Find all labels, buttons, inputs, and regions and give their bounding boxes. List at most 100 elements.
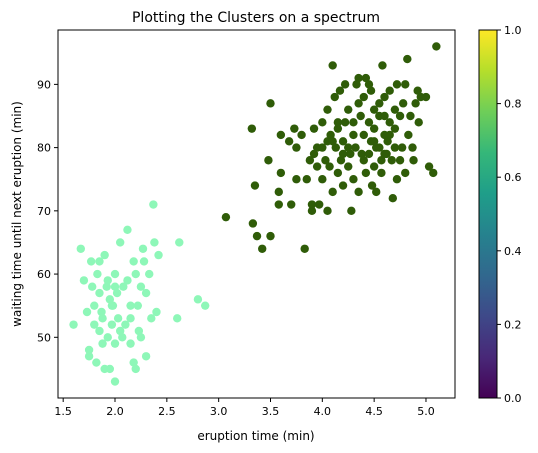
data-point xyxy=(369,105,379,114)
data-point xyxy=(131,364,140,374)
colorbar-tick-label: 0.4 xyxy=(504,245,522,258)
y-tick-label: 90 xyxy=(37,78,51,91)
data-point xyxy=(123,276,132,285)
data-point xyxy=(138,244,148,253)
data-point xyxy=(134,326,144,336)
x-tick-label: 3.0 xyxy=(210,405,228,418)
data-point xyxy=(258,244,267,253)
data-point xyxy=(340,80,350,89)
data-point xyxy=(344,162,353,171)
y-tick-label: 80 xyxy=(37,142,51,155)
data-point xyxy=(336,156,346,165)
data-point xyxy=(248,219,258,228)
x-axis: 1.5 2.0 2.5 3.0 3.5 4.0 4.5 5.0 xyxy=(54,398,435,418)
chart-title: Plotting the Clusters on a spectrum xyxy=(132,10,380,26)
data-point xyxy=(92,358,101,367)
data-point xyxy=(266,99,275,108)
data-point xyxy=(413,86,422,95)
data-point xyxy=(369,124,379,133)
data-point xyxy=(388,193,398,203)
data-point xyxy=(131,269,140,279)
data-point xyxy=(307,206,317,216)
data-point xyxy=(354,187,363,197)
data-point xyxy=(175,238,184,247)
data-point xyxy=(141,288,151,298)
colorbar-tick-label: 0.6 xyxy=(504,171,522,184)
data-point xyxy=(390,124,400,133)
data-point xyxy=(361,168,371,178)
data-point xyxy=(173,314,182,323)
data-point xyxy=(387,156,396,165)
data-point xyxy=(152,307,161,317)
data-point xyxy=(136,282,146,291)
x-tick-label: 1.5 xyxy=(54,405,72,418)
data-point xyxy=(93,269,102,279)
data-point xyxy=(126,339,135,348)
data-point xyxy=(408,143,417,152)
data-point xyxy=(411,99,420,108)
data-point xyxy=(338,149,348,159)
data-point xyxy=(372,187,381,197)
data-point xyxy=(330,92,339,102)
y-axis: 50 60 70 80 90 xyxy=(37,78,58,344)
data-point xyxy=(115,326,125,336)
data-point xyxy=(95,288,104,298)
data-point xyxy=(380,111,389,121)
data-point xyxy=(95,257,104,266)
data-point xyxy=(404,130,413,140)
data-point xyxy=(79,276,89,285)
data-point xyxy=(88,282,97,291)
data-point xyxy=(429,168,438,178)
data-point xyxy=(126,314,135,323)
data-point xyxy=(401,168,410,178)
data-point xyxy=(200,301,210,310)
data-point xyxy=(154,250,163,260)
colorbar-tick-label: 0.8 xyxy=(504,98,522,111)
data-point xyxy=(302,175,311,184)
data-point xyxy=(107,320,117,329)
data-point xyxy=(247,124,257,133)
data-point xyxy=(375,99,384,108)
data-point xyxy=(309,124,319,133)
data-point xyxy=(129,358,138,367)
data-point xyxy=(141,352,151,361)
data-point xyxy=(121,320,130,329)
data-point xyxy=(290,124,299,133)
data-point xyxy=(90,320,99,329)
data-point xyxy=(102,282,111,291)
data-point xyxy=(398,99,408,108)
data-point xyxy=(69,320,78,329)
data-point xyxy=(307,200,317,209)
plot-frame xyxy=(57,29,456,399)
data-point xyxy=(333,124,343,133)
data-point xyxy=(292,175,301,184)
data-point xyxy=(356,111,365,121)
data-point xyxy=(323,105,332,114)
colorbar-tick-label: 1.0 xyxy=(504,24,522,37)
data-point xyxy=(292,143,301,152)
data-point xyxy=(424,162,434,171)
data-point xyxy=(380,149,389,159)
data-point xyxy=(385,86,394,95)
data-point xyxy=(318,143,327,152)
data-point xyxy=(118,333,127,342)
data-point xyxy=(352,80,361,89)
data-point xyxy=(359,156,368,165)
data-point xyxy=(221,212,231,222)
y-tick-label: 50 xyxy=(37,331,51,344)
data-point xyxy=(377,156,386,165)
colorbar xyxy=(478,29,498,399)
data-point xyxy=(395,111,405,121)
data-point xyxy=(364,149,374,159)
data-point xyxy=(395,156,405,165)
data-point xyxy=(375,143,384,152)
data-point xyxy=(354,99,363,108)
data-point xyxy=(349,130,358,140)
data-point xyxy=(284,137,294,146)
data-point xyxy=(105,364,115,374)
data-point xyxy=(359,130,368,140)
data-point xyxy=(361,73,371,83)
data-point xyxy=(359,92,368,102)
data-point xyxy=(390,105,400,114)
data-point xyxy=(369,162,379,171)
